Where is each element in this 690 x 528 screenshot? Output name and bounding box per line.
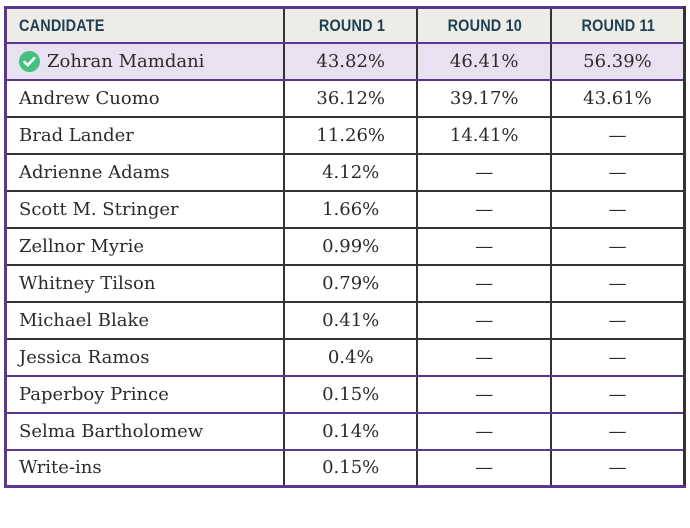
round11-value: — xyxy=(549,227,685,266)
candidate-name: Jessica Ramos xyxy=(5,338,284,377)
round1-value: 43.82% xyxy=(282,42,418,81)
round1-value: 0.99% xyxy=(282,227,418,266)
round11-value: — xyxy=(549,153,685,192)
candidate-name: Zellnor Myrie xyxy=(5,227,284,266)
results-table-container: CANDIDATE ROUND 1 ROUND 10 ROUND 11 xyxy=(4,6,686,488)
round11-value: — xyxy=(549,190,685,229)
table-row: Andrew Cuomo 36.12% 39.17% 43.61% xyxy=(5,79,685,118)
candidate-name-cell: Zohran Mamdani xyxy=(5,42,284,81)
round10-value: 39.17% xyxy=(416,79,551,118)
candidate-name: Adrienne Adams xyxy=(5,153,284,192)
table-row: Write-ins 0.15% — — xyxy=(5,449,685,487)
round10-value: — xyxy=(416,153,551,192)
round10-value: — xyxy=(416,412,551,451)
round1-value: 4.12% xyxy=(282,153,418,192)
candidate-name: Zohran Mamdani xyxy=(47,50,205,72)
round1-value: 1.66% xyxy=(282,190,418,229)
candidate-name: Andrew Cuomo xyxy=(5,79,284,118)
candidate-name: Whitney Tilson xyxy=(5,264,284,303)
round1-value: 11.26% xyxy=(282,116,418,155)
round10-value: — xyxy=(416,375,551,414)
round11-value: 43.61% xyxy=(549,79,685,118)
column-header-candidate: CANDIDATE xyxy=(5,7,284,44)
table-row: Michael Blake 0.41% — — xyxy=(5,301,685,340)
election-results-table: CANDIDATE ROUND 1 ROUND 10 ROUND 11 xyxy=(4,6,686,488)
table-row: Zellnor Myrie 0.99% — — xyxy=(5,227,685,266)
table-row-winner: Zohran Mamdani 43.82% 46.41% 56.39% xyxy=(5,42,685,81)
round11-value: — xyxy=(549,412,685,451)
round10-value: — xyxy=(416,338,551,377)
table-row: Jessica Ramos 0.4% — — xyxy=(5,338,685,377)
round11-value: — xyxy=(549,301,685,340)
column-header-round-11: ROUND 11 xyxy=(549,7,685,44)
table-row: Paperboy Prince 0.15% — — xyxy=(5,375,685,414)
round11-value: — xyxy=(549,264,685,303)
round10-value: — xyxy=(416,264,551,303)
round10-value: — xyxy=(416,227,551,266)
candidate-name: Selma Bartholomew xyxy=(5,412,284,451)
header-row: CANDIDATE ROUND 1 ROUND 10 ROUND 11 xyxy=(5,7,685,44)
round10-value: 14.41% xyxy=(416,116,551,155)
candidate-name: Write-ins xyxy=(5,449,284,487)
round1-value: 0.15% xyxy=(282,449,418,487)
round1-value: 0.79% xyxy=(282,264,418,303)
round1-value: 0.14% xyxy=(282,412,418,451)
table-row: Adrienne Adams 4.12% — — xyxy=(5,153,685,192)
round1-value: 0.15% xyxy=(282,375,418,414)
round11-value: 56.39% xyxy=(549,42,685,81)
round11-value: — xyxy=(549,449,685,487)
table-row: Selma Bartholomew 0.14% — — xyxy=(5,412,685,451)
round11-value: — xyxy=(549,116,685,155)
round1-value: 0.4% xyxy=(282,338,418,377)
candidate-name: Michael Blake xyxy=(5,301,284,340)
column-header-round-1: ROUND 1 xyxy=(282,7,418,44)
candidate-name: Brad Lander xyxy=(5,116,284,155)
candidate-name: Paperboy Prince xyxy=(5,375,284,414)
round10-value: — xyxy=(416,190,551,229)
round11-value: — xyxy=(549,375,685,414)
round1-value: 0.41% xyxy=(282,301,418,340)
column-header-round-10: ROUND 10 xyxy=(416,7,551,44)
round11-value: — xyxy=(549,338,685,377)
round1-value: 36.12% xyxy=(282,79,418,118)
table-row: Scott M. Stringer 1.66% — — xyxy=(5,190,685,229)
candidate-name: Scott M. Stringer xyxy=(5,190,284,229)
round10-value: — xyxy=(416,301,551,340)
table-row: Brad Lander 11.26% 14.41% — xyxy=(5,116,685,155)
round10-value: 46.41% xyxy=(416,42,551,81)
table-row: Whitney Tilson 0.79% — — xyxy=(5,264,685,303)
check-circle-icon xyxy=(19,50,40,72)
round10-value: — xyxy=(416,449,551,487)
